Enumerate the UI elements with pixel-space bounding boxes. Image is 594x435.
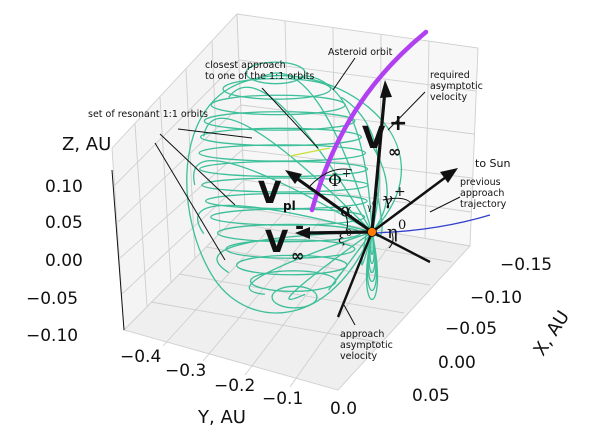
- phi-plus-symbol: Φ: [328, 171, 342, 191]
- planet-marker: [367, 227, 377, 237]
- approach-velocity-line: [336, 231, 374, 318]
- x-axis-label: X, AU: [530, 307, 574, 360]
- angle-arc-gamma: [382, 197, 413, 205]
- xi0-symbol: ξ: [338, 232, 345, 247]
- resonant-orbit-line: [186, 75, 402, 314]
- resonant-orbit-line: [365, 231, 379, 300]
- v-inf-plus-subscript: ∞: [388, 142, 401, 161]
- resonant-orbit-line: [264, 72, 373, 233]
- resonant-orbit-line: [361, 231, 373, 266]
- leader-lines: [154, 57, 461, 326]
- resonant-orbits-label: set of resonant 1:1 orbits: [88, 109, 208, 120]
- y-tick: −0.4: [120, 347, 161, 367]
- xi0-superscript: 0: [346, 229, 352, 239]
- previous-trajectory-label: trajectory: [460, 199, 507, 210]
- resonant-orbit-line: [203, 117, 373, 233]
- v-inf-plus-symbol: V: [362, 121, 386, 156]
- approach-velocity-label: approach: [340, 329, 384, 340]
- x-tick: 0.00: [438, 353, 476, 373]
- previous-trajectory-label: approach: [460, 188, 504, 199]
- resonant-orbit-line: [271, 285, 318, 309]
- resonant-orbit-line: [198, 144, 367, 162]
- asteroid-orbit-label: Asteroid orbit: [328, 47, 393, 58]
- previous-trajectory-label: previous: [460, 177, 501, 188]
- approach-velocity-label: velocity: [340, 351, 378, 362]
- resonant-orbit-line: [199, 160, 369, 178]
- v-pl-vector: [291, 173, 373, 234]
- z-tick: 0.05: [45, 213, 83, 233]
- annotations: Asteroid orbit closest approach to one o…: [88, 47, 510, 362]
- v-inf-plus-arrowhead: [380, 80, 392, 98]
- y-tick: −0.1: [262, 389, 303, 409]
- grid-panes: [111, 12, 479, 391]
- v-inf-minus-vector: [304, 230, 373, 235]
- eta0-superscript: 0: [398, 218, 406, 233]
- closest-approach-label: closest approach: [205, 60, 286, 71]
- resonant-orbit-line: [340, 96, 380, 233]
- z-tick: −0.05: [26, 289, 78, 309]
- angle-arc-alpha: [344, 212, 348, 234]
- closest-approach-label: to one of the 1:1 orbits: [205, 71, 314, 82]
- resonant-orbit-line: [245, 61, 306, 85]
- alpha-symbol: α: [340, 200, 352, 221]
- v-inf-minus-symbol: V: [265, 225, 289, 260]
- angle-arc-phi: [309, 168, 353, 187]
- phi-plus-superscript: +: [342, 167, 351, 180]
- resonant-orbit-line: [197, 204, 373, 235]
- v-inf-plus-superscript: +: [389, 111, 407, 136]
- z-tick: −0.10: [26, 326, 78, 346]
- y-tick: −0.3: [165, 361, 206, 381]
- gamma-plus-superscript: +: [394, 184, 406, 200]
- previous-approach-trajectory: [371, 214, 491, 234]
- x-tick: −0.15: [500, 255, 552, 275]
- eta0-symbol: η: [387, 222, 398, 243]
- closest-approach-segment: [289, 147, 331, 157]
- gamma-plus-symbol: γ: [383, 190, 393, 210]
- v-inf-plus-vector: [370, 89, 387, 233]
- resonant-orbit-line: [193, 159, 373, 233]
- v-pl-arrowhead: [285, 170, 302, 184]
- z-axis: Z, AU 0.10 0.05 0.00 −0.05 −0.10: [26, 134, 111, 346]
- v-pl-subscript: pl: [283, 199, 296, 213]
- angle-arc-eta: [388, 232, 394, 249]
- v-inf-minus-arrowhead: [295, 227, 310, 239]
- y-axis: −0.4 −0.3 −0.2 −0.1 0.0 Y, AU: [120, 347, 357, 428]
- to-sun-label: to Sun: [475, 157, 510, 170]
- gamma0-symbol: γ: [367, 203, 372, 212]
- opposite-line: [371, 230, 431, 264]
- resonant-orbits-wireframe: [186, 61, 402, 314]
- x-tick: −0.10: [470, 288, 522, 308]
- z-tick: 0.00: [45, 251, 83, 271]
- required-velocity-label: asymptotic: [430, 81, 483, 92]
- resonant-orbit-line: [288, 231, 373, 300]
- symbols: V ∞ + V pl V ∞ - Φ + γ + α γ 0 ξ 0 η 0: [258, 111, 407, 265]
- v-pl-symbol: V: [258, 176, 282, 211]
- y-axis-label: Y, AU: [197, 407, 246, 428]
- resonant-orbit-line: [199, 127, 362, 147]
- resonant-orbit-line: [365, 135, 388, 233]
- resonant-orbit-line: [328, 231, 373, 291]
- resonant-orbit-line: [210, 208, 366, 226]
- vectors: [285, 80, 458, 318]
- approach-velocity-label: asymptotic: [340, 340, 393, 351]
- resonant-orbit-line: [203, 111, 356, 131]
- to-sun-arrowhead: [440, 168, 458, 183]
- resonant-orbit-line: [228, 86, 373, 233]
- v-inf-minus-subscript: ∞: [291, 246, 304, 265]
- resonant-orbit-line: [204, 192, 368, 210]
- z-axis-label: Z, AU: [62, 134, 111, 155]
- y-tick: −0.2: [214, 376, 255, 396]
- gamma0-superscript: 0: [372, 201, 376, 208]
- required-velocity-label: velocity: [430, 92, 468, 103]
- required-velocity-label: required: [430, 70, 470, 81]
- x-tick: 0.05: [412, 386, 450, 406]
- z-tick: 0.10: [45, 177, 83, 197]
- resonant-orbit-line: [248, 231, 373, 295]
- z-axis-spine: [111, 169, 125, 331]
- y-tick: 0.0: [330, 399, 357, 419]
- v-inf-minus-superscript: -: [295, 215, 304, 240]
- x-tick: −0.05: [445, 319, 497, 339]
